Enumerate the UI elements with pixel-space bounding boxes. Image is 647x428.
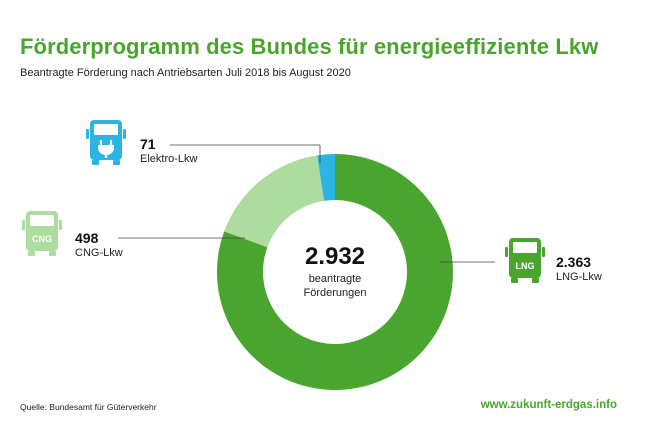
total-label-line2: Förderungen [303, 287, 367, 299]
website-link[interactable]: www.zukunft-erdgas.info [480, 399, 617, 411]
cng-label: CNG-Lkw [75, 247, 123, 259]
lng-icon-text: LNG [516, 261, 535, 271]
total-label-line1: beantragte [308, 273, 362, 285]
electric-truck-icon [86, 120, 126, 165]
source-note: Quelle: Bundesamt für Güterverkehr [20, 402, 157, 412]
lng-label: LNG-Lkw [556, 271, 602, 283]
donut-slice-elektro [317, 154, 335, 201]
chart-subtitle: Beantragte Förderung nach Antriebsarten … [20, 67, 351, 79]
lng-value: 2.363 [556, 254, 592, 270]
cng-icon-text: CNG [32, 234, 52, 244]
total-label: beantragte Förderungen [275, 272, 395, 300]
total-value: 2.932 [304, 243, 366, 270]
elektro-value: 71 [140, 136, 156, 152]
cng-value: 498 [75, 230, 99, 246]
cng-truck-icon: CNG [22, 211, 62, 256]
donut-slice-lng [217, 154, 453, 390]
lng-truck-icon: LNG [505, 238, 545, 283]
elektro-label: Elektro-Lkw [140, 153, 198, 165]
donut-slice-cng [224, 155, 325, 248]
chart-title: Förderprogramm des Bundes für energieeff… [20, 34, 599, 59]
